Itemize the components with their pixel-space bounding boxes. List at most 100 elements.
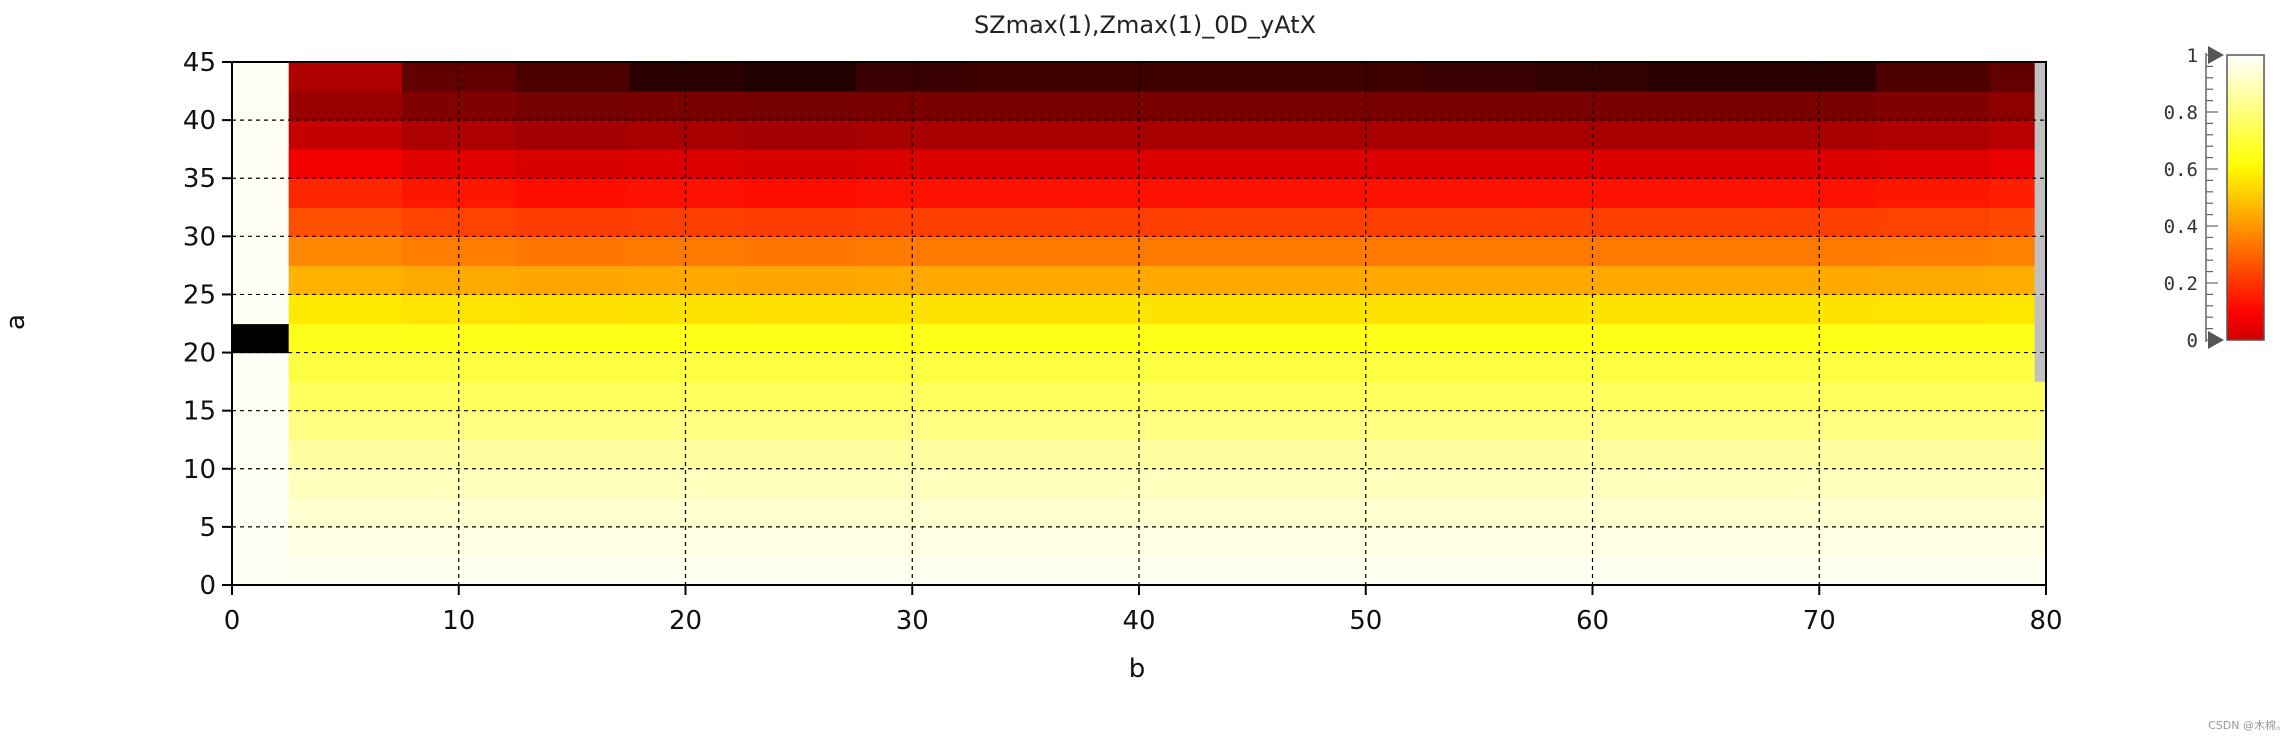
x-tick-label: 70	[1803, 606, 1836, 636]
heatmap-cell	[1989, 468, 2047, 499]
heatmap-cell	[288, 120, 403, 150]
heatmap-cell	[1309, 149, 1424, 179]
heatmap-cell	[1649, 381, 1764, 412]
heatmap-cell	[1989, 439, 2047, 470]
heatmap-cell	[1649, 62, 1764, 92]
heatmap-cell	[1422, 207, 1537, 237]
heatmap-cell	[1422, 120, 1537, 150]
heatmap-cell	[742, 497, 857, 528]
x-tick-label: 0	[224, 606, 241, 636]
heatmap-cell	[1649, 265, 1764, 296]
heatmap-cell	[1535, 149, 1650, 179]
heatmap-cell	[1195, 120, 1310, 150]
heatmap-cell	[1195, 555, 1310, 586]
heatmap-cell	[1989, 410, 2047, 441]
heatmap-cell	[288, 468, 403, 499]
heatmap-cell	[232, 149, 290, 179]
heatmap-cell	[1422, 468, 1537, 499]
heatmap-cell	[1875, 555, 1990, 586]
y-tick-label: 20	[183, 339, 216, 369]
heatmap-cell	[515, 323, 630, 354]
heatmap-cell	[1422, 381, 1537, 412]
y-tick-label: 25	[183, 280, 216, 310]
heatmap-cell	[742, 265, 857, 296]
y-tick-label: 15	[183, 397, 216, 427]
heatmap-cell	[232, 555, 290, 586]
x-axis-label: b	[1129, 654, 1146, 684]
y-tick-label: 40	[183, 106, 216, 136]
heatmap-cell	[232, 410, 290, 441]
heatmap-cell	[288, 294, 403, 325]
heatmap-cell	[968, 265, 1083, 296]
y-tick-label: 45	[183, 48, 216, 78]
colorbar-min-marker-icon[interactable]	[2208, 331, 2224, 349]
heatmap-cell	[515, 468, 630, 499]
heatmap-cell	[1649, 497, 1764, 528]
colorbar: 0 0.2 0.4 0.6 0.8 1	[2164, 45, 2265, 352]
heatmap-cell	[232, 352, 290, 383]
heatmap-cell	[1875, 323, 1990, 354]
heatmap-cell	[288, 526, 403, 557]
heatmap-cell	[1422, 410, 1537, 441]
heatmap-cell	[742, 526, 857, 557]
heatmap-cell	[742, 91, 857, 121]
heatmap-cell	[1195, 526, 1310, 557]
heatmap-cell	[1989, 555, 2047, 586]
heatmap-cell	[288, 236, 403, 266]
heatmap-cell	[1875, 265, 1990, 296]
heatmap-cell	[968, 120, 1083, 150]
heatmap-cell	[1195, 91, 1310, 121]
heatmap-cell	[1195, 265, 1310, 296]
heatmap-cell	[232, 497, 290, 528]
heatmap-cell	[1195, 236, 1310, 266]
heatmap-cell	[1875, 178, 1990, 208]
heatmap-cell	[968, 91, 1083, 121]
heatmap-cells	[232, 62, 2047, 586]
y-tick-label: 30	[183, 222, 216, 252]
heatmap-cell	[1422, 265, 1537, 296]
heatmap-cell	[515, 352, 630, 383]
heatmap-cell	[232, 178, 290, 208]
heatmap-cell	[232, 439, 290, 470]
heatmap-cell	[1649, 149, 1764, 179]
heatmap-cell	[1649, 236, 1764, 266]
heatmap-cell	[968, 149, 1083, 179]
x-tick-label: 50	[1349, 606, 1382, 636]
colorbar-gradient	[2226, 54, 2265, 341]
heatmap-cell	[742, 555, 857, 586]
heatmap-cell	[232, 207, 290, 237]
heatmap-cell	[1875, 526, 1990, 557]
heatmap-cell	[1875, 497, 1990, 528]
heatmap-cell	[288, 439, 403, 470]
heatmap-cell	[742, 323, 857, 354]
y-tick-label: 0	[199, 571, 216, 601]
heatmap-cell	[232, 236, 290, 266]
colorbar-tick-label: 0.4	[2164, 216, 2198, 238]
heatmap-cell	[968, 381, 1083, 412]
heatmap-cell	[1989, 526, 2047, 557]
heatmap-cell	[1195, 62, 1310, 92]
y-axis-ticks: 0 5 10 15 20 25 30 35 40 45	[183, 48, 232, 601]
heatmap-cell	[288, 149, 403, 179]
heatmap-cell	[288, 265, 403, 296]
heatmap-cell	[742, 120, 857, 150]
heatmap-cell	[1875, 468, 1990, 499]
heatmap-cell	[1422, 526, 1537, 557]
heatmap-cell	[1422, 236, 1537, 266]
grid-lines	[232, 62, 2046, 585]
heatmap-cell	[1422, 352, 1537, 383]
heatmap-cell	[1649, 410, 1764, 441]
heatmap-cell	[1649, 439, 1764, 470]
colorbar-tick-label: 1	[2187, 45, 2198, 67]
heatmap-cell	[1422, 555, 1537, 586]
heatmap-cell	[968, 294, 1083, 325]
heatmap-cell	[1649, 91, 1764, 121]
heatmap-cell	[1195, 149, 1310, 179]
heatmap-cell	[1649, 323, 1764, 354]
colorbar-max-marker-icon[interactable]	[2208, 46, 2224, 64]
heatmap-cell	[1195, 207, 1310, 237]
heatmap-cell	[232, 381, 290, 412]
heatmap-cell	[232, 120, 290, 150]
heatmap-cell	[1195, 468, 1310, 499]
